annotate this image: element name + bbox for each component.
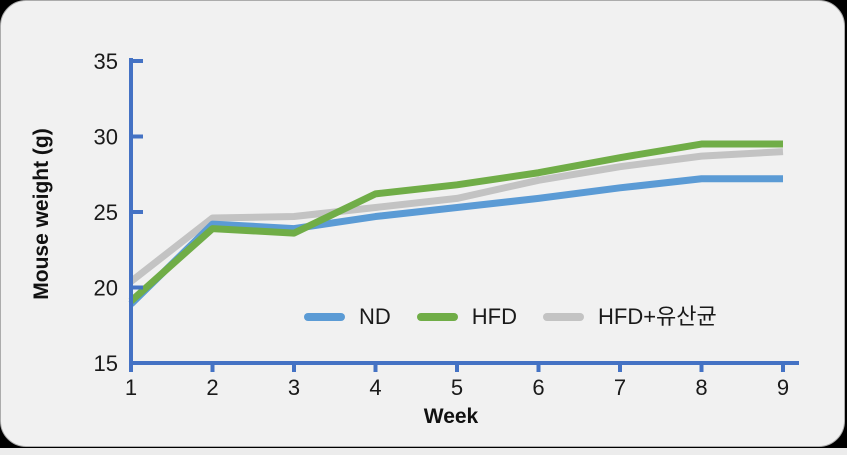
legend-item-hfd-lactobacillus: HFD+유산균 (543, 302, 717, 332)
legend-label-nd: ND (359, 304, 391, 329)
hfd-lactobacillus-line-swatch (543, 313, 584, 321)
x-tick-label: 9 (777, 375, 789, 400)
bottom-edge-strip (0, 448, 847, 455)
legend-label-hfd: HFD (471, 304, 517, 329)
legend-item-nd: ND (304, 302, 391, 332)
nd-line-swatch (304, 313, 345, 321)
x-tick-label: 7 (614, 375, 626, 400)
legend-item-hfd: HFD (416, 302, 517, 332)
y-axis-tick-labels: 15 20 25 30 35 (94, 49, 118, 376)
x-tick-label: 2 (206, 375, 218, 400)
y-axis-title: Mouse weight (g) (30, 128, 53, 300)
x-tick-label: 3 (288, 375, 300, 400)
y-tick-label: 30 (94, 125, 118, 150)
y-tick-label: 20 (94, 276, 118, 301)
x-axis-title: Week (424, 405, 479, 428)
series-line-ND (128, 175, 783, 307)
series-line-HFD+유산균 (128, 148, 784, 285)
y-tick-label: 35 (94, 49, 118, 74)
y-axis-ticks (132, 59, 143, 365)
chart-legend: ND HFD HFD+유산균 (304, 302, 717, 332)
x-axis-ticks (129, 364, 785, 372)
y-tick-label: 25 (94, 200, 118, 225)
series-line-HFD (128, 140, 783, 304)
x-tick-label: 4 (369, 375, 381, 400)
x-tick-label: 6 (532, 375, 544, 400)
x-tick-label: 8 (695, 375, 707, 400)
x-axis-tick-labels: 1 2 3 4 5 6 7 8 9 (125, 375, 789, 400)
x-tick-label: 5 (451, 375, 463, 400)
series-lines (128, 140, 784, 307)
y-tick-label: 15 (94, 351, 118, 376)
legend-label-hfd-lactobacillus: HFD+유산균 (598, 304, 717, 329)
hfd-line-swatch (416, 313, 458, 321)
x-tick-label: 1 (125, 375, 137, 400)
